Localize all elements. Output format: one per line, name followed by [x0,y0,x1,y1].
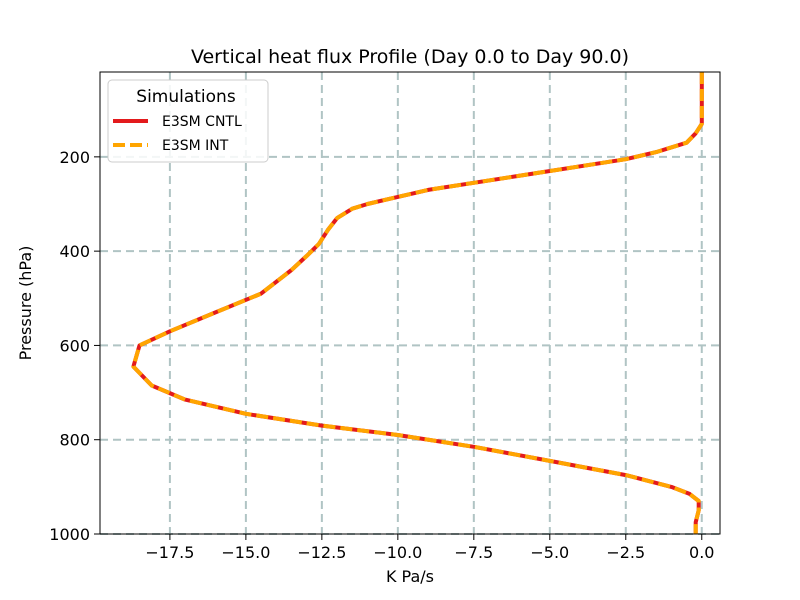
x-tick-label: −17.5 [145,543,194,562]
legend: Simulations E3SM CNTL E3SM INT [107,79,269,163]
legend-label-e3sm-int: E3SM INT [162,138,229,154]
y-axis-label: Pressure (hPa) [16,246,35,361]
y-tick-label: 800 [59,431,90,450]
chart-title: Vertical heat flux Profile (Day 0.0 to D… [191,46,629,68]
y-tick-label: 400 [59,242,90,261]
x-tick-label: −12.5 [297,543,346,562]
legend-title: Simulations [136,87,236,107]
x-tick-label: −5.0 [530,543,569,562]
y-tick-label: 600 [59,336,90,355]
legend-box [107,79,269,163]
x-tick-label: −15.0 [221,543,270,562]
x-tick-label: −7.5 [454,543,493,562]
plot-area-frame [99,71,721,535]
x-tick-label: −10.0 [373,543,422,562]
x-tick-label: 0.0 [689,543,714,562]
grid [100,72,720,535]
series-lines [131,72,704,534]
y-tick-label: 1000 [49,525,90,544]
x-axis-ticks: −17.5 −15.0 −12.5 −10.0 −7.5 −5.0 −2.5 0.0 [145,534,714,562]
x-axis-label: K Pa/s [386,567,434,586]
y-axis-ticks: 200 400 600 800 1000 [49,148,100,544]
legend-label-e3sm-cntl: E3SM CNTL [162,114,242,130]
x-tick-label: −2.5 [606,543,645,562]
y-tick-label: 200 [59,148,90,167]
series-line-e3sm-int [131,72,704,534]
